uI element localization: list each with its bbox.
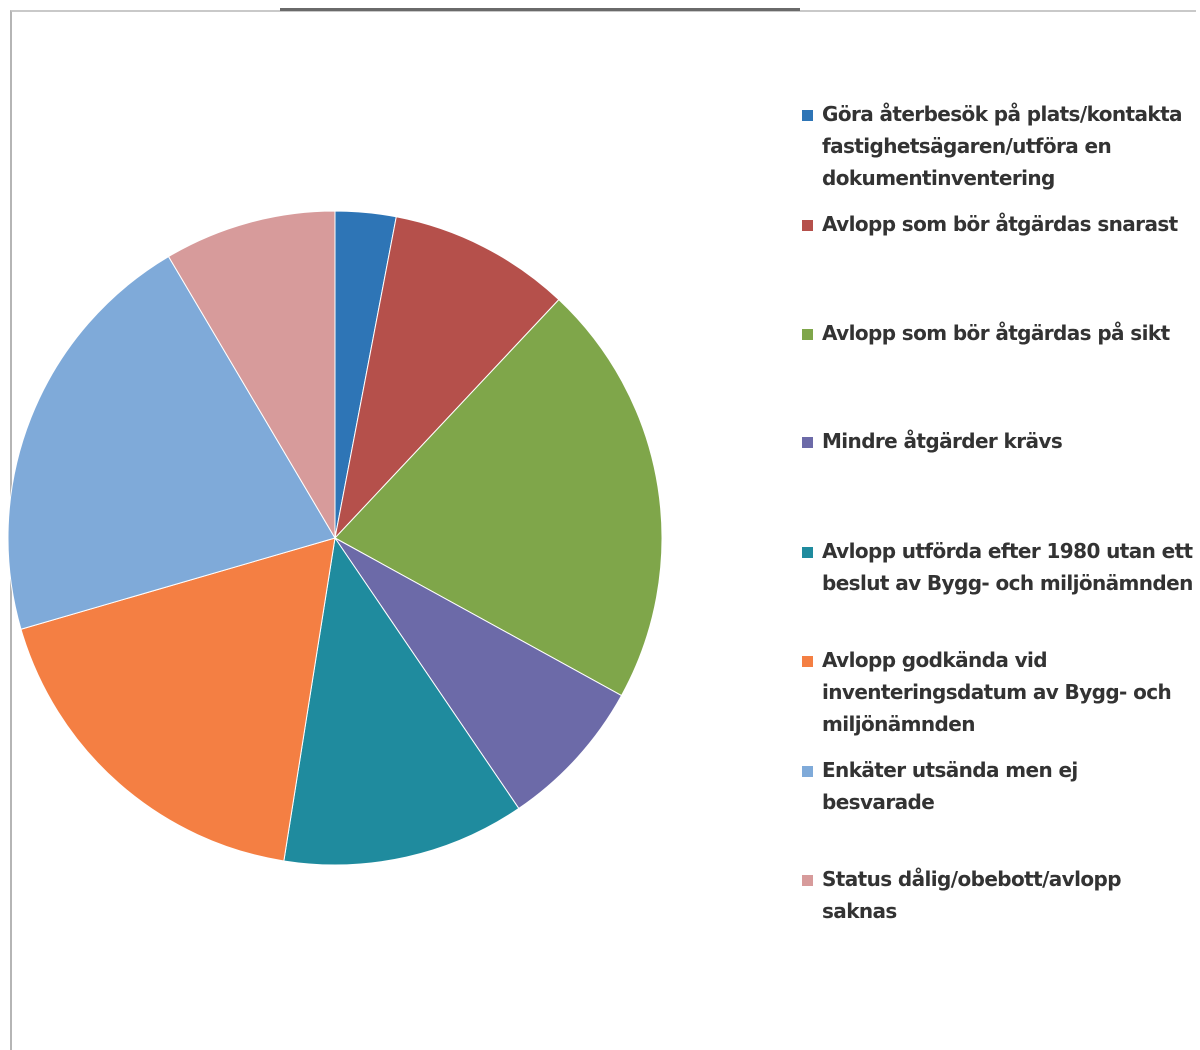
- legend-swatch-5: [802, 656, 813, 667]
- legend-label-4: Avlopp utförda efter 1980 utan ett beslu…: [822, 539, 1193, 595]
- pie-slice-7: [167, 210, 336, 540]
- pie-slice-6: [7, 255, 336, 630]
- legend-swatch-1: [802, 220, 813, 231]
- pie-chart: [7, 210, 663, 866]
- legend-label-2: Avlopp som bör åtgärdas på sikt: [822, 321, 1170, 345]
- legend-label-5: Avlopp godkända vid inventeringsdatum av…: [822, 648, 1172, 736]
- legend-swatch-6: [802, 766, 813, 777]
- legend-label-3: Mindre åtgärder krävs: [822, 429, 1063, 453]
- legend-label-6: Enkäter utsända men ej besvarade: [822, 758, 1078, 814]
- pie-slice-3: [334, 537, 623, 810]
- legend-swatch-0: [802, 110, 813, 121]
- legend-label-1: Avlopp som bör åtgärdas snarast: [822, 212, 1178, 236]
- pie-slice-1: [334, 216, 560, 540]
- legend-label-7: Status dålig/obebott/avlopp saknas: [822, 867, 1122, 923]
- legend-label-0: Göra återbesök på plats/kontakta fastigh…: [822, 102, 1183, 190]
- pie-slice-4: [283, 536, 520, 866]
- top-border-line: [280, 8, 800, 11]
- legend-swatch-4: [802, 547, 813, 558]
- legend-swatch-7: [802, 875, 813, 886]
- pie-slice-2: [334, 298, 663, 697]
- legend-swatch-2: [802, 329, 813, 340]
- pie-slice-5: [20, 537, 336, 862]
- legend-swatch-3: [802, 437, 813, 448]
